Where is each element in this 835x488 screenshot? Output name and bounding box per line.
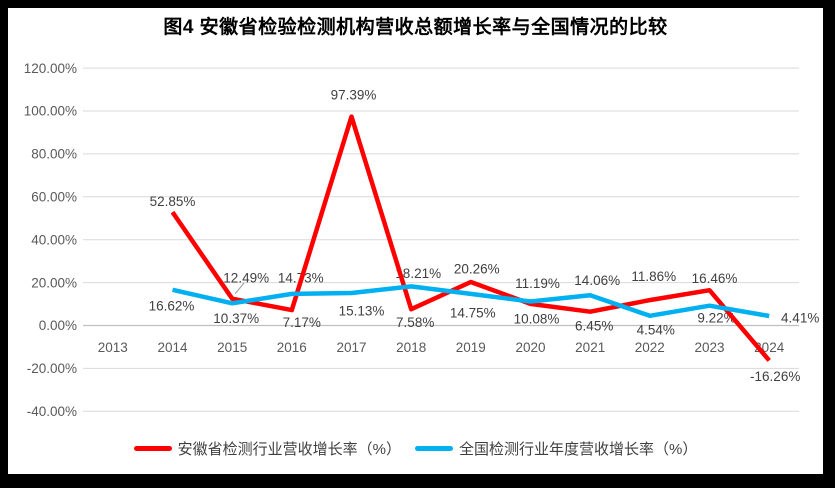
legend: 安徽省检测行业营收增长率（%） 全国检测行业年度营收增长率（%） xyxy=(8,438,823,459)
data-label: 4.54% xyxy=(637,323,675,338)
x-axis-tick-label: 2019 xyxy=(456,340,486,355)
data-label: 4.41% xyxy=(781,311,819,326)
x-axis-tick-label: 2014 xyxy=(157,340,188,355)
y-axis-tick-label: 60.00% xyxy=(31,190,77,205)
data-label: 10.37% xyxy=(213,311,259,326)
data-label: 16.62% xyxy=(149,299,195,314)
y-axis-tick-label: 20.00% xyxy=(31,275,77,290)
chart-canvas xyxy=(8,8,823,474)
y-axis-tick-label: 100.00% xyxy=(24,104,77,119)
x-axis-tick-label: 2020 xyxy=(515,340,545,355)
legend-item-national: 全国检测行业年度营收增长率（%） xyxy=(415,438,697,459)
data-label: 11.19% xyxy=(515,276,560,291)
x-axis-tick-label: 2017 xyxy=(336,340,366,355)
data-label: -16.26% xyxy=(750,369,800,384)
label-leader-line xyxy=(234,282,245,295)
x-axis-tick-label: 2013 xyxy=(98,340,128,355)
y-axis-tick-label: 80.00% xyxy=(31,147,77,162)
data-label: 7.17% xyxy=(283,315,321,330)
series-line-national xyxy=(172,284,770,319)
y-axis-tick-label: 120.00% xyxy=(24,61,77,76)
data-label: 10.08% xyxy=(514,312,560,327)
data-label: 6.45% xyxy=(575,318,613,333)
y-axis-tick-label: 0.00% xyxy=(39,318,77,333)
legend-label-national: 全国检测行业年度营收增长率（%） xyxy=(459,441,698,458)
data-label: 18.21% xyxy=(395,266,441,281)
data-label: 15.13% xyxy=(339,304,385,319)
data-label: 97.39% xyxy=(331,87,377,102)
y-axis-tick-label: -20.00% xyxy=(27,361,77,376)
data-label: 14.06% xyxy=(574,273,620,288)
data-label: 11.86% xyxy=(631,269,676,284)
x-axis-tick-label: 2022 xyxy=(635,340,665,355)
legend-item-anhui: 安徽省检测行业营收增长率（%） xyxy=(133,438,401,459)
data-label: 12.49% xyxy=(223,270,269,285)
x-axis-tick-label: 2016 xyxy=(277,340,307,355)
y-axis-tick-label: -40.00% xyxy=(27,404,77,419)
data-label: 9.22% xyxy=(697,310,735,325)
data-label: 16.46% xyxy=(692,271,738,286)
data-label: 52.85% xyxy=(150,194,196,209)
y-axis-tick-label: 40.00% xyxy=(31,232,77,247)
data-label: 20.26% xyxy=(454,262,500,277)
legend-swatch-national-line xyxy=(415,446,453,451)
legend-label-anhui: 安徽省检测行业营收增长率（%） xyxy=(177,441,401,458)
x-axis-tick-label: 2023 xyxy=(694,340,724,355)
x-axis-tick-label: 2015 xyxy=(217,340,247,355)
data-label: 7.58% xyxy=(396,315,434,330)
series-line-anhui xyxy=(170,114,771,362)
x-axis-tick-label: 2021 xyxy=(575,340,605,355)
x-axis-tick-label: 2018 xyxy=(396,340,426,355)
data-label: 14.75% xyxy=(450,306,496,321)
legend-swatch-anhui-line xyxy=(133,446,172,451)
chart-title: 图4 安徽省检验检测机构营收总额增长率与全国情况的比较 xyxy=(163,17,668,38)
